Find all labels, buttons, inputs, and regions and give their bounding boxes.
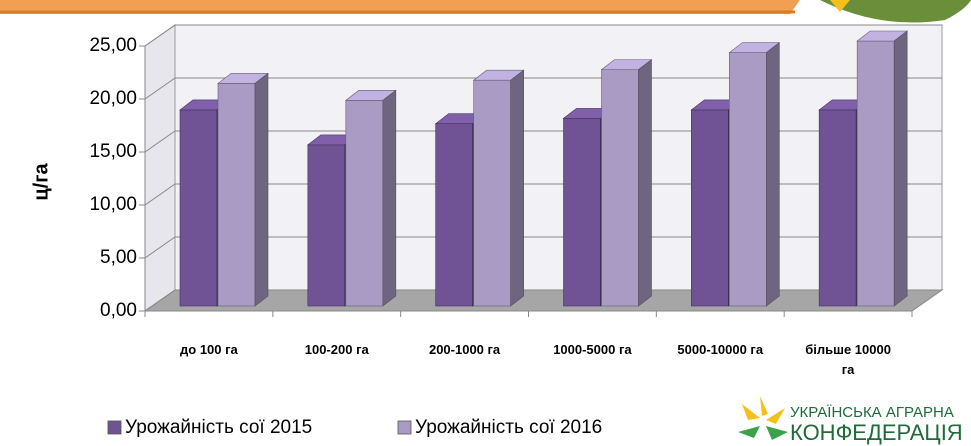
x-tick-label: більше 10000 га <box>805 340 891 380</box>
x-tick-label: 1000-5000 га <box>549 340 635 360</box>
x-tick-label: до 100 га <box>166 340 252 360</box>
bar <box>819 110 856 306</box>
logo-line: КОНФЕДЕРАЦІЯ <box>790 420 963 446</box>
legend-label: Урожайність сої 2016 <box>415 417 602 439</box>
bar <box>602 70 639 306</box>
bar <box>729 53 766 306</box>
bar-side <box>766 43 779 306</box>
legend-swatch <box>398 421 411 434</box>
bar <box>474 80 511 306</box>
logo-icon <box>738 396 788 440</box>
bar <box>218 83 255 306</box>
x-tick-label: 100-200 га <box>294 340 380 360</box>
legend-swatch <box>108 421 121 434</box>
y-tick-label: 10,00 <box>89 194 137 215</box>
bar <box>857 41 894 306</box>
page: ц/га 0,00 5,00 10,00 15,00 20,00 25,00 УКРАЇН… <box>0 0 971 446</box>
bar-side <box>511 70 524 306</box>
legend-label: Урожайність сої 2015 <box>125 417 312 439</box>
bar-side <box>894 31 907 306</box>
bar-side <box>383 90 396 306</box>
bar <box>564 118 601 306</box>
x-tick-label: 5000-10000 га <box>677 340 763 360</box>
y-tick-label: 0,00 <box>100 300 137 321</box>
y-axis-label: ц/га <box>30 162 52 200</box>
bar-side <box>255 73 268 306</box>
bar <box>308 145 345 306</box>
y-tick-label: 15,00 <box>89 141 137 162</box>
bar-side <box>639 60 652 306</box>
side-wall <box>145 25 175 311</box>
logo-line: УКРАЇНСЬКА АГРАРНА <box>790 404 954 421</box>
bar <box>346 100 383 306</box>
y-tick-label: 20,00 <box>89 88 137 109</box>
bar <box>436 124 473 306</box>
bar <box>180 110 217 306</box>
y-tick-label: 5,00 <box>100 247 137 268</box>
y-tick-label: 25,00 <box>89 35 137 56</box>
bar <box>691 110 728 306</box>
x-tick-label: 200-1000 га <box>422 340 508 360</box>
